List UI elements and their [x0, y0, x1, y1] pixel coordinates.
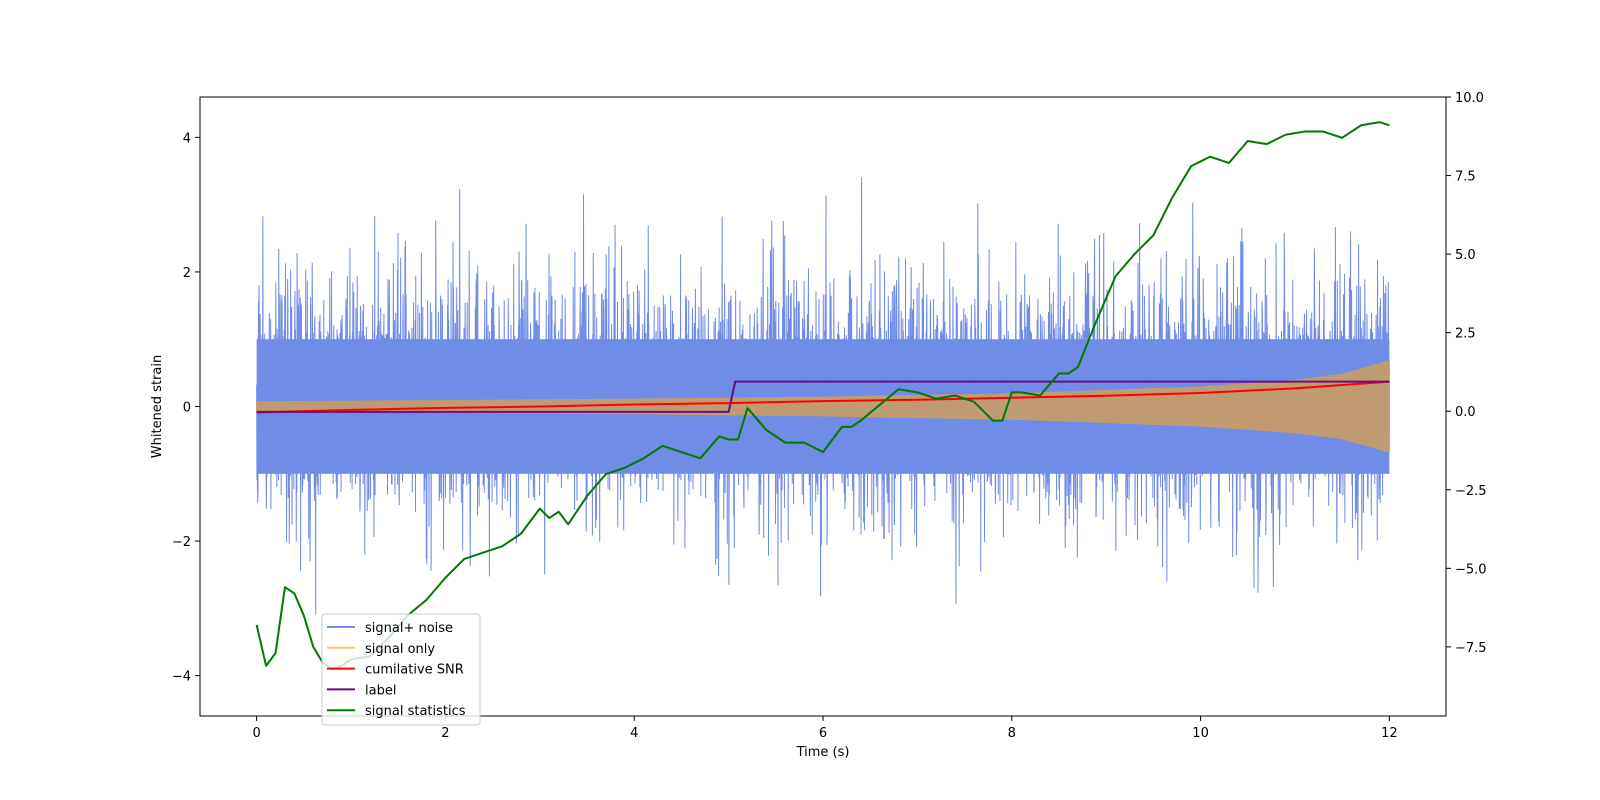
plot-area [255, 121, 1390, 670]
x-tick-label: 2 [441, 726, 449, 741]
y-right-tick-label: 0.0 [1455, 405, 1476, 420]
legend-box [321, 613, 481, 726]
x-tick-label: 12 [1381, 726, 1398, 741]
y-right-tick-label: −7.5 [1455, 641, 1487, 656]
y-tick-label: 0 [183, 401, 191, 416]
legend-label: cumilative SNR [365, 663, 464, 678]
y-tick-label: 4 [183, 131, 191, 146]
y-right-tick-label: −2.5 [1455, 484, 1487, 499]
snr-line [256, 380, 1390, 414]
series-signal-only [256, 360, 1390, 453]
y-axis-label: Whitened strain [150, 355, 165, 458]
y-right-tick-label: 7.5 [1455, 170, 1476, 185]
series-label [256, 380, 1390, 413]
legend-label: signal+ noise [365, 621, 453, 636]
series-cumulative-snr [256, 380, 1390, 414]
y-axis-right: −7.5 −5.0 −2.5 0.0 2.5 5.0 7.5 10.0 [1446, 91, 1487, 656]
label-line [256, 380, 1390, 413]
y-tick-label: −4 [172, 670, 191, 685]
y-tick-label: 2 [183, 266, 191, 281]
x-tick-label: 8 [1008, 726, 1016, 741]
x-tick-label: 10 [1192, 726, 1209, 741]
signal-envelope [256, 360, 1390, 453]
legend-label: label [365, 683, 396, 698]
legend-label: signal only [365, 642, 435, 657]
y-tick-label: −2 [172, 535, 191, 550]
x-tick-label: 6 [819, 726, 827, 741]
y-right-tick-label: 2.5 [1455, 327, 1476, 342]
y-right-tick-label: −5.0 [1455, 562, 1487, 577]
x-axis-label: Time (s) [796, 745, 850, 760]
y-axis-left: −4 −2 0 2 4 [172, 131, 200, 685]
x-axis: 0 2 4 6 8 10 12 [252, 716, 1398, 741]
x-tick-label: 0 [252, 726, 260, 741]
y-right-tick-label: 5.0 [1455, 248, 1476, 263]
noise-trace [256, 177, 1390, 615]
legend: signal+ noise signal only cumilative SNR la… [321, 613, 481, 726]
x-tick-label: 4 [630, 726, 638, 741]
y-right-tick-label: 10.0 [1455, 91, 1484, 106]
legend-label: signal statistics [365, 704, 466, 719]
